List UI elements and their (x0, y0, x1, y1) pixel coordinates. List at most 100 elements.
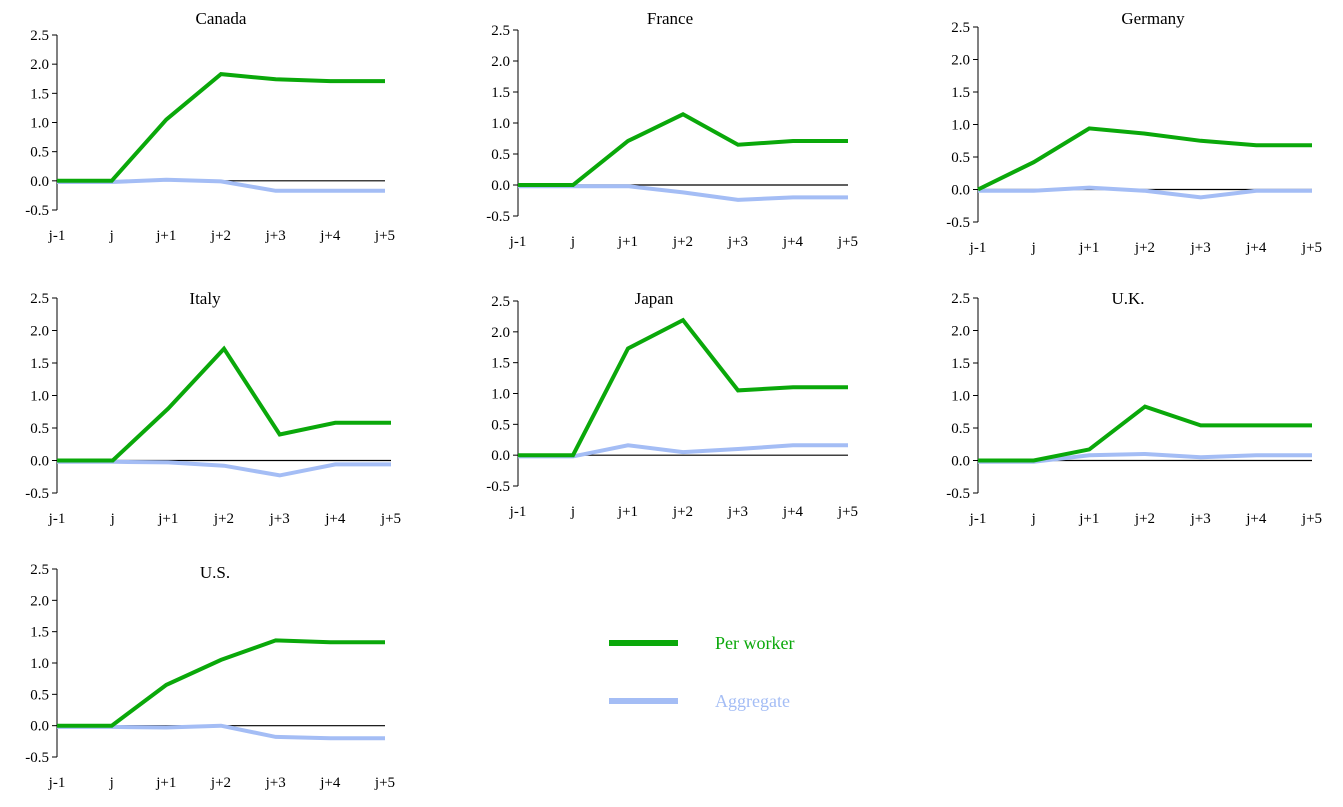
x-tick-label: j (570, 504, 575, 520)
x-tick-label: j+1 (1078, 240, 1099, 256)
panel-title: Canada (196, 9, 247, 28)
legend: Per worker Aggregate (609, 633, 794, 711)
x-tick-label: j+2 (672, 234, 693, 250)
y-tick-label: -0.5 (946, 215, 970, 231)
x-tick-label: j+1 (155, 228, 176, 244)
x-tick-label: j+4 (782, 234, 804, 250)
y-tick-label: 0.0 (491, 178, 510, 194)
x-tick-label: j+3 (727, 234, 748, 250)
y-tick-label: 1.5 (951, 356, 970, 372)
y-tick-label: 0.5 (951, 150, 970, 166)
series-line-aggregate (57, 459, 391, 478)
y-tick-label: 1.0 (491, 116, 510, 132)
x-tick-label: j+4 (319, 228, 341, 244)
series-line-aggregate (978, 185, 1312, 200)
panel-canada: Canada 2.5 2.0 1.5 1.0 0.5 0.0 -0.5 j-1 j j+1 j+2 j+… (25, 9, 395, 244)
y-tick-label: 0.5 (951, 421, 970, 437)
y-tick-label: 2.5 (30, 562, 49, 578)
x-tick-label: j+3 (727, 504, 748, 520)
y-tick-label: 0.0 (30, 719, 49, 735)
x-tick-label: j+1 (157, 511, 178, 527)
panel-germany: Germany 2.5 2.0 1.5 1.0 0.5 0.0 -0.5 j-1 j j+1 j+2 j… (946, 9, 1322, 256)
series-line-per-worker (978, 404, 1312, 463)
x-tick-label: j+5 (837, 504, 858, 520)
y-tick-label: 1.0 (30, 389, 49, 405)
series-line-per-worker (977, 126, 1312, 192)
y-tick-label: -0.5 (25, 486, 49, 502)
y-tick-label: 0.0 (30, 454, 49, 470)
x-tick-label: j+5 (374, 775, 395, 791)
x-tick-label: j+5 (380, 511, 401, 527)
x-tick-label: j-1 (969, 511, 987, 527)
panel-title: France (647, 9, 693, 28)
x-tick-label: j+4 (319, 775, 341, 791)
y-tick-label: 2.0 (491, 54, 510, 70)
x-tick-label: j (109, 228, 114, 244)
y-tick-label: 0.5 (491, 417, 510, 433)
panel-france: France 2.5 2.0 1.5 1.0 0.5 0.0 -0.5 j-1 j j+1 j+2 j+… (486, 9, 858, 250)
legend-label-per-worker: Per worker (715, 633, 794, 653)
y-tick-label: 0.0 (951, 454, 970, 470)
y-tick-label: 1.0 (951, 118, 970, 134)
y-tick-label: 1.0 (491, 387, 510, 403)
x-tick-label: j+1 (155, 775, 176, 791)
y-tick-label: 2.5 (491, 294, 510, 310)
x-tick-label: j+5 (1301, 240, 1322, 256)
x-tick-label: j+2 (672, 504, 693, 520)
x-tick-label: j+4 (1245, 511, 1267, 527)
panel-japan: Japan 2.5 2.0 1.5 1.0 0.5 0.0 -0.5 j-1 j j+1 j+2 j+3… (486, 289, 858, 520)
x-tick-label: j+1 (617, 234, 638, 250)
x-tick-label: j+2 (1134, 511, 1155, 527)
panel-u-k: U.K. 2.5 2.0 1.5 1.0 0.5 0.0 -0.5 j-1 j j+1 j+2 j+3 j… (946, 289, 1322, 527)
x-tick-label: j+4 (324, 511, 346, 527)
y-tick-label: -0.5 (946, 486, 970, 502)
y-tick-label: 1.5 (951, 85, 970, 101)
y-tick-label: 1.5 (491, 356, 510, 372)
x-tick-label: j+3 (1190, 511, 1211, 527)
y-tick-label: 2.5 (30, 28, 49, 44)
x-tick-label: j+3 (1190, 240, 1211, 256)
x-tick-label: j+1 (1078, 511, 1099, 527)
x-tick-label: j+5 (837, 234, 858, 250)
x-tick-label: j (110, 511, 115, 527)
panel-title: Germany (1121, 9, 1185, 28)
panel-italy: Italy 2.5 2.0 1.5 1.0 0.5 0.0 -0.5 j-1 j j+1 j+2 j+3… (25, 289, 401, 527)
y-tick-label: 1.5 (30, 356, 49, 372)
x-tick-label: j+2 (210, 228, 231, 244)
series-line-per-worker (57, 72, 385, 183)
x-tick-label: j-1 (509, 234, 527, 250)
series-line-aggregate (518, 184, 848, 202)
y-tick-label: 1.5 (30, 625, 49, 641)
y-tick-label: 0.0 (951, 183, 970, 199)
x-tick-label: j+3 (269, 511, 290, 527)
y-tick-label: 1.5 (30, 86, 49, 102)
y-tick-label: 1.0 (30, 116, 49, 132)
x-tick-label: j-1 (48, 511, 66, 527)
y-tick-label: 0.5 (30, 145, 49, 161)
y-tick-label: 1.0 (951, 389, 970, 405)
y-tick-label: -0.5 (25, 750, 49, 766)
x-tick-label: j+1 (617, 504, 638, 520)
y-tick-label: 2.0 (491, 325, 510, 341)
x-tick-label: j (1031, 511, 1036, 527)
y-tick-label: 2.0 (30, 324, 49, 340)
y-tick-label: 0.5 (30, 687, 49, 703)
x-tick-label: j (109, 775, 114, 791)
panel-title: Italy (189, 289, 221, 308)
y-tick-label: 2.5 (30, 291, 49, 307)
x-tick-label: j+5 (374, 228, 395, 244)
panel-u-s: U.S. 2.5 2.0 1.5 1.0 0.5 0.0 -0.5 j-1 j j+1 j+2 j+3 j… (25, 562, 395, 791)
y-tick-label: -0.5 (486, 479, 510, 495)
x-tick-label: j+2 (210, 775, 231, 791)
x-tick-label: j+4 (1245, 240, 1267, 256)
panel-title: U.S. (200, 563, 230, 582)
panel-title: U.K. (1111, 289, 1144, 308)
y-tick-label: 2.5 (491, 23, 510, 39)
y-tick-label: 0.0 (30, 174, 49, 190)
x-tick-label: j-1 (509, 504, 527, 520)
legend-label-aggregate: Aggregate (715, 691, 790, 711)
series-line-per-worker (518, 317, 848, 458)
x-tick-label: j-1 (48, 775, 66, 791)
y-tick-label: 2.0 (951, 53, 970, 69)
